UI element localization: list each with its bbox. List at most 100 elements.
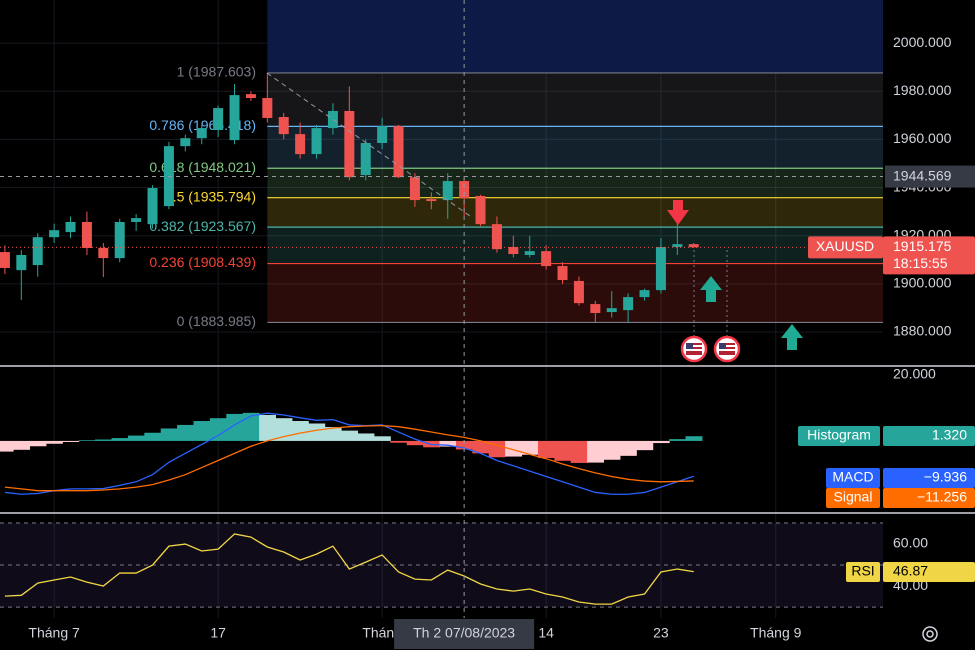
fib-label: 0.786 (1965.418) — [149, 117, 256, 133]
candle-body — [573, 280, 584, 304]
x-tick-label: 17 — [210, 625, 226, 641]
y-tick-label: 1900.000 — [893, 275, 952, 291]
histogram-bar — [619, 440, 637, 456]
histogram-bar — [357, 433, 375, 441]
buy-arrow — [781, 324, 803, 350]
crosshair-price: 1944.569 — [893, 167, 952, 183]
value-label: −9.936 — [924, 469, 967, 485]
event-flag[interactable] — [713, 335, 741, 363]
candle-body — [426, 199, 437, 202]
last-price: 1915.175 — [893, 238, 952, 254]
histogram-bar — [324, 427, 342, 441]
value-label: −11.256 — [917, 489, 967, 505]
fib-label: 0.618 (1948.021) — [149, 159, 256, 175]
legend-box — [826, 488, 880, 508]
histogram-bar — [472, 440, 490, 454]
histogram-bar — [62, 440, 80, 442]
candle-body — [590, 304, 601, 313]
candle-body — [606, 308, 617, 313]
histogram-bar — [685, 436, 703, 441]
y-tick-label: 1960.000 — [893, 130, 952, 146]
value-box — [883, 488, 975, 508]
value-box — [883, 426, 975, 446]
candle-body — [639, 290, 650, 298]
x-tick-label: Tháng 7 — [28, 625, 80, 641]
crosshair-price-box — [885, 165, 975, 188]
candle-body — [196, 128, 207, 139]
histogram-bar — [341, 430, 359, 441]
y-tick-label: 60.00 — [893, 535, 928, 551]
candle-body — [229, 95, 240, 141]
histogram-bar — [587, 440, 605, 463]
x-tick-label: Tháng — [362, 625, 402, 641]
crosshair-time-box — [394, 619, 535, 649]
fib-zone — [267, 197, 883, 228]
x-tick-label: 23 — [653, 625, 669, 641]
countdown: 18:15:55 — [893, 255, 948, 271]
candle-body — [459, 181, 470, 199]
fib-zone — [267, 126, 883, 169]
candle-body — [475, 195, 486, 225]
candle-body — [344, 110, 355, 178]
candle-body — [114, 221, 125, 259]
candle-body — [557, 266, 568, 281]
histogram-bar — [209, 418, 227, 441]
histogram-bar — [144, 432, 162, 441]
histogram-bar — [193, 421, 211, 441]
candle-body — [491, 224, 502, 250]
symbol-box — [808, 236, 883, 259]
candle-body — [688, 244, 699, 248]
candle-body — [655, 247, 666, 291]
last-price-box — [883, 236, 975, 275]
histogram-bar — [455, 440, 473, 450]
candle-body — [327, 110, 338, 129]
histogram-bar — [488, 440, 506, 458]
candle-body — [147, 188, 158, 225]
value-box — [883, 562, 975, 582]
histogram-bar — [95, 439, 113, 441]
candle-body — [295, 134, 306, 155]
histogram-bar — [45, 440, 63, 444]
histogram-bar — [78, 440, 96, 441]
fib-zone — [267, 227, 883, 264]
candle-body — [672, 244, 683, 248]
macd-line — [4, 412, 694, 495]
value-box — [883, 468, 975, 488]
candle-body — [213, 108, 224, 131]
legend-box — [846, 562, 880, 582]
fib-extension-zone — [267, 0, 883, 73]
candle-body — [393, 126, 404, 178]
x-tick-label: 14 — [538, 625, 554, 641]
buy-arrow — [700, 276, 722, 302]
legend-name: Signal — [834, 489, 873, 505]
candle-body — [623, 297, 634, 311]
candle-body — [131, 218, 142, 222]
histogram-bar — [521, 440, 539, 455]
candle-body — [98, 247, 109, 259]
histogram-bar — [29, 440, 47, 447]
candle-body — [524, 251, 535, 255]
histogram-bar — [226, 413, 244, 441]
candle-body — [32, 237, 43, 266]
histogram-bar — [259, 414, 277, 441]
histogram-bar — [177, 424, 195, 441]
y-tick-label: 1980.000 — [893, 82, 952, 98]
settings-button[interactable] — [922, 626, 938, 642]
fib-label: 0.5 (1935.794) — [165, 188, 256, 204]
event-flag[interactable] — [680, 335, 708, 363]
candle-body — [541, 251, 552, 267]
candle-body — [0, 252, 10, 268]
y-tick-label: 20.000 — [893, 366, 936, 382]
candle-body — [377, 126, 388, 144]
candle-body — [81, 221, 92, 248]
candle-body — [278, 117, 289, 135]
histogram-bar — [636, 440, 654, 451]
fib-label: 0.236 (1908.439) — [149, 254, 256, 270]
histogram-bar — [669, 439, 687, 441]
legend-box — [826, 468, 880, 488]
histogram-bar — [13, 440, 31, 450]
histogram-bar — [505, 440, 523, 457]
